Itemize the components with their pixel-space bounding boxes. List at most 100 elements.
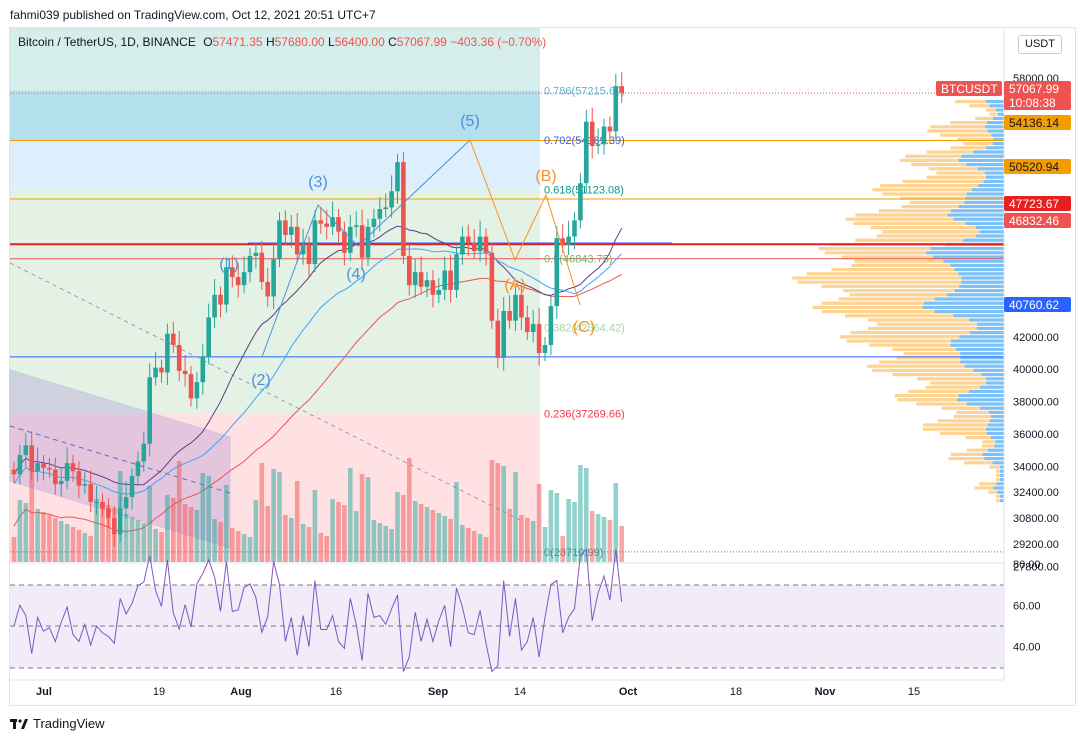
volume-profile-bar-down xyxy=(986,377,1004,381)
candle-body xyxy=(153,367,158,378)
volume-profile-bar-down xyxy=(989,104,1004,108)
rsi-tick-label: 80.00 xyxy=(1013,559,1041,571)
volume-bar xyxy=(159,532,164,562)
volume-profile-bar-down xyxy=(995,440,1004,444)
volume-bar xyxy=(489,460,495,562)
volume-profile-bar-up xyxy=(974,486,994,490)
volume-profile-bar-up xyxy=(843,289,956,293)
candle-body xyxy=(141,443,147,462)
candle-body xyxy=(53,469,58,485)
volume-profile-bar-down xyxy=(922,305,1004,309)
candle-body xyxy=(342,231,347,253)
volume-profile-bar-up xyxy=(985,108,997,112)
currency-button[interactable]: USDT xyxy=(1018,35,1062,54)
volume-profile-bar-up xyxy=(926,150,974,154)
footer: TradingView xyxy=(10,716,105,731)
volume-profile-bar-down xyxy=(930,247,1004,251)
price-badge xyxy=(1004,159,1071,174)
candle-body xyxy=(100,501,105,509)
volume-profile-bar-down xyxy=(954,268,1004,272)
candle-body xyxy=(483,236,489,253)
volume-profile-bar-up xyxy=(905,154,962,158)
volume-profile-bar-down xyxy=(959,284,1004,288)
price-badge xyxy=(1004,81,1071,96)
volume-bar xyxy=(483,537,489,562)
volume-profile-bar-up xyxy=(896,356,961,360)
candle-body xyxy=(554,238,560,307)
volume-profile-bar-down xyxy=(965,221,1004,225)
y-tick-label: 34000.00 xyxy=(1013,461,1059,473)
volume-profile-bar-down xyxy=(993,116,1004,120)
volume-profile-bar-down xyxy=(975,226,1004,230)
volume-profile-bar-up xyxy=(989,465,1000,469)
volume-profile-bar-down xyxy=(923,301,1004,305)
y-tick-label: 32400.00 xyxy=(1013,487,1059,499)
volume-profile-bar-up xyxy=(966,448,988,452)
candle-body xyxy=(11,469,17,475)
candle-body xyxy=(613,86,619,132)
candle-body xyxy=(525,317,530,333)
volume-bars xyxy=(11,458,624,562)
volume-profile-bar-down xyxy=(960,360,1004,364)
volume-bar xyxy=(165,495,170,562)
volume-bar xyxy=(613,483,619,562)
volume-profile-bar-up xyxy=(950,121,987,125)
volume-bar xyxy=(501,466,506,562)
volume-profile-bar-up xyxy=(818,247,931,251)
volume-profile-bar-up xyxy=(928,167,978,171)
volume-bar xyxy=(76,530,82,562)
volume-profile-bar-down xyxy=(1000,469,1004,473)
volume-bar xyxy=(129,517,135,562)
volume-profile-bar-up xyxy=(963,142,993,146)
volume-bar xyxy=(560,536,565,562)
volume-profile-bar-down xyxy=(953,314,1004,318)
volume-profile-bar-up xyxy=(849,293,948,297)
volume-profile-bar-down xyxy=(973,368,1004,372)
candle-body xyxy=(560,238,565,245)
candle-body xyxy=(466,236,471,244)
volume-profile-bar-down xyxy=(950,263,1004,267)
volume-profile-bar-down xyxy=(973,150,1004,154)
volume-profile-bar-up xyxy=(845,217,954,221)
volume-profile-bar-down xyxy=(933,255,1004,259)
volume-bar xyxy=(277,472,282,562)
candle-body xyxy=(589,121,595,146)
rsi-tick-label: 40.00 xyxy=(1013,642,1041,654)
volume-profile-bar-down xyxy=(993,137,1004,141)
volume-profile-bar-down xyxy=(991,436,1004,440)
volume-bar xyxy=(401,495,406,562)
candle-body xyxy=(159,367,164,373)
candle-body xyxy=(306,244,312,265)
price-badge-label: 54136.14 xyxy=(1009,116,1059,130)
volume-profile-bar-down xyxy=(991,133,1004,137)
volume-bar xyxy=(448,519,453,562)
volume-profile-bar-down xyxy=(961,276,1004,280)
volume-profile-bar-up xyxy=(878,209,951,213)
volume-bar xyxy=(324,536,329,562)
volume-profile-bar-up xyxy=(855,213,948,217)
volume-bar xyxy=(82,533,88,562)
volume-profile-bar-up xyxy=(867,364,965,368)
volume-profile-bar-up xyxy=(876,234,976,238)
volume-profile-bar-down xyxy=(986,431,1004,435)
volume-profile-bar-down xyxy=(1000,478,1004,482)
fib-label: 0.382(42564.42) xyxy=(544,323,625,335)
volume-profile-bar-down xyxy=(982,452,1004,456)
corrective-wave-line xyxy=(469,139,581,306)
candle-body xyxy=(530,323,536,333)
volume-bar xyxy=(271,469,276,562)
volume-profile-bar-up xyxy=(855,238,964,242)
volume-profile-bar-up xyxy=(879,360,961,364)
volume-bar xyxy=(342,505,347,562)
volume-bar xyxy=(230,528,235,562)
volume-profile-bar-up xyxy=(868,343,951,347)
volume-profile-bar-up xyxy=(930,381,986,385)
impulse-wave-label: (4) xyxy=(346,266,366,283)
volume-bar xyxy=(58,521,64,562)
candle-body xyxy=(224,267,229,305)
x-tick-label: 19 xyxy=(153,686,165,698)
volume-profile xyxy=(792,100,1004,503)
candle-body xyxy=(377,209,383,219)
volume-profile-bar-down xyxy=(965,196,1004,200)
